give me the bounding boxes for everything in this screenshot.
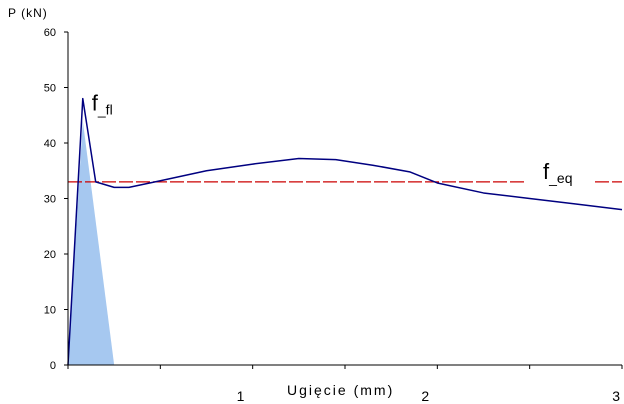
x-tick-label: 2: [421, 388, 429, 404]
x-axis-ticks: 1 2 3: [67, 365, 623, 404]
f-fl-main: f: [92, 91, 99, 116]
f-fl-subscript: _fl: [97, 102, 113, 118]
y-tick-label: 50: [44, 83, 56, 95]
y-axis-title: P (kN): [8, 6, 48, 20]
y-tick-label: 30: [44, 194, 56, 206]
y-tick-label: 40: [44, 138, 56, 150]
f-eq-annotation: f_eq: [543, 159, 572, 186]
x-axis-title: Ugięcie (mm): [287, 382, 394, 398]
f-fl-annotation: f_fl: [92, 91, 113, 118]
x-tick-label: 3: [612, 388, 620, 404]
f-eq-label-background: [525, 177, 595, 186]
f-eq-subscript: _eq: [548, 170, 572, 186]
x-tick-label: 1: [237, 388, 245, 404]
f-eq-main: f: [543, 159, 550, 184]
y-axis-ticks: 0 10 20 30 40 50 60: [44, 27, 68, 372]
y-tick-label: 20: [44, 249, 56, 261]
y-tick-label: 0: [50, 360, 56, 372]
y-tick-label: 60: [44, 27, 56, 39]
plot-area: 0 10 20 30 40 50 60 1 2 3: [44, 27, 623, 404]
f-eq-label-group: f_eq: [525, 159, 595, 186]
y-tick-label: 10: [44, 305, 56, 317]
series-line: [67, 97, 623, 366]
